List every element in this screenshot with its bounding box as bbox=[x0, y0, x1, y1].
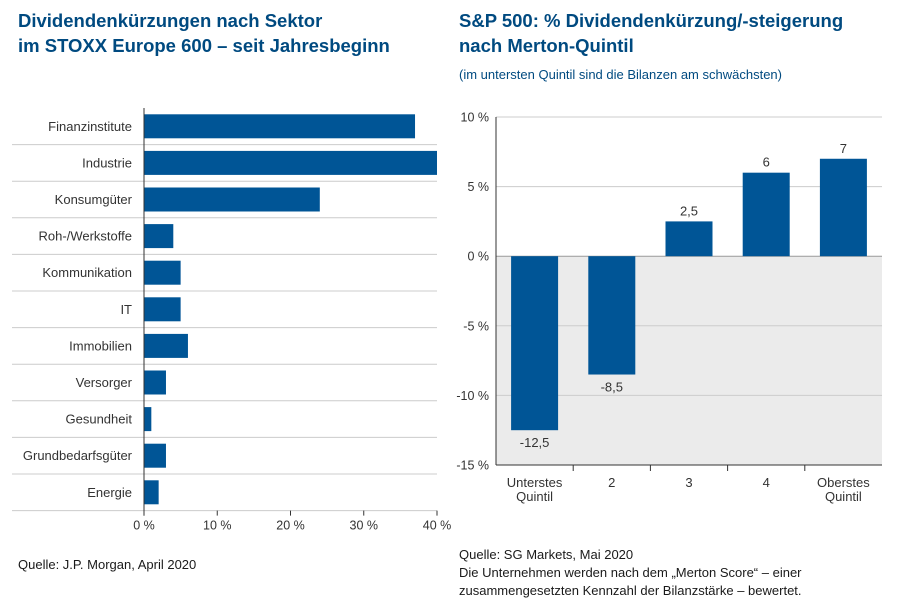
category-label: Industrie bbox=[82, 155, 132, 170]
bar-roh-werkstoffe bbox=[144, 224, 174, 249]
right-chart-title-line2: nach Merton-Quintil bbox=[459, 35, 634, 56]
right-chart-note: Die Unternehmen werden nach dem „Merton … bbox=[459, 565, 802, 598]
y-tick-label: 0 % bbox=[467, 250, 489, 264]
x-tick-label: 10 % bbox=[203, 519, 232, 533]
data-label: 2,5 bbox=[680, 203, 698, 218]
bar-gesundheit bbox=[144, 407, 152, 432]
category-label: Energie bbox=[87, 485, 132, 500]
x-tick-label: 30 % bbox=[350, 519, 379, 533]
bar-grundbedarfsg-ter bbox=[144, 443, 166, 468]
x-category-label: Quintil bbox=[825, 489, 862, 504]
bar-versorger bbox=[144, 370, 166, 395]
category-label: Versorger bbox=[76, 375, 133, 390]
x-category-label: Oberstes bbox=[817, 475, 870, 490]
x-tick-label: 0 % bbox=[133, 519, 155, 533]
category-label: Immobilien bbox=[69, 338, 132, 353]
right-chart-source: Quelle: SG Markets, Mai 2020 bbox=[459, 547, 634, 562]
bar-quintil-1 bbox=[511, 256, 559, 431]
bar-energie bbox=[144, 480, 159, 505]
category-label: Grundbedarfsgüter bbox=[23, 448, 133, 463]
data-label: 7 bbox=[840, 141, 847, 156]
x-category-label: Quintil bbox=[516, 489, 553, 504]
left-chart-title-line2: im STOXX Europe 600 – seit Jahresbeginn bbox=[18, 35, 390, 56]
category-label: Gesundheit bbox=[66, 412, 133, 427]
bar-quintil-2 bbox=[588, 256, 636, 375]
category-label: IT bbox=[120, 302, 132, 317]
bar-industrie bbox=[144, 150, 437, 175]
bar-finanzinstitute bbox=[144, 114, 416, 139]
bar-quintil-3 bbox=[665, 221, 713, 257]
data-label: -8,5 bbox=[601, 380, 623, 395]
bar-immobilien bbox=[144, 333, 188, 358]
x-category-label: 2 bbox=[608, 475, 615, 490]
quintil-bar-chart: 10 %5 %0 %-5 %-10 %-15 %-12,5UnterstesQu… bbox=[456, 111, 882, 504]
sector-bar-chart: Finanzinstitute Industrie Konsumgüter Roh-/… bbox=[12, 108, 451, 533]
left-chart-title-line1: Dividendenkürzungen nach Sektor bbox=[18, 10, 323, 31]
x-tick-label: 20 % bbox=[276, 519, 305, 533]
category-label: Kommunikation bbox=[42, 265, 132, 280]
y-tick-label: -5 % bbox=[463, 319, 489, 333]
x-tick-label: 40 % bbox=[423, 519, 452, 533]
data-label: -12,5 bbox=[520, 435, 550, 450]
bar-konsumg-ter bbox=[144, 187, 320, 212]
y-tick-label: 5 % bbox=[467, 180, 489, 194]
data-label: 6 bbox=[763, 155, 770, 170]
category-label: Konsumgüter bbox=[55, 192, 133, 207]
y-tick-label: -10 % bbox=[456, 389, 489, 403]
x-category-label: 3 bbox=[685, 475, 692, 490]
y-tick-label: 10 % bbox=[461, 111, 490, 125]
negative-region-background bbox=[496, 256, 882, 465]
left-chart-source: Quelle: J.P. Morgan, April 2020 bbox=[18, 557, 197, 572]
right-chart-title-line1: S&P 500: % Dividendenkürzung/-steigerung bbox=[459, 10, 844, 31]
left-chart-title: Dividendenkürzungen nach Sektor im STOXX… bbox=[18, 8, 438, 58]
bar-it bbox=[144, 297, 181, 322]
category-label: Roh-/Werkstoffe bbox=[39, 229, 132, 244]
bar-quintil-4 bbox=[742, 172, 790, 257]
right-chart-subtitle: (im untersten Quintil sind die Bilanzen … bbox=[459, 67, 782, 82]
bar-quintil-5 bbox=[819, 158, 867, 257]
x-category-label: 4 bbox=[763, 475, 770, 490]
bar-kommunikation bbox=[144, 260, 181, 285]
category-label: Finanzinstitute bbox=[48, 119, 132, 134]
right-chart-title: S&P 500: % Dividendenkürzung/-steigerung… bbox=[459, 8, 889, 58]
x-category-label: Unterstes bbox=[507, 475, 563, 490]
y-tick-label: -15 % bbox=[456, 459, 489, 473]
